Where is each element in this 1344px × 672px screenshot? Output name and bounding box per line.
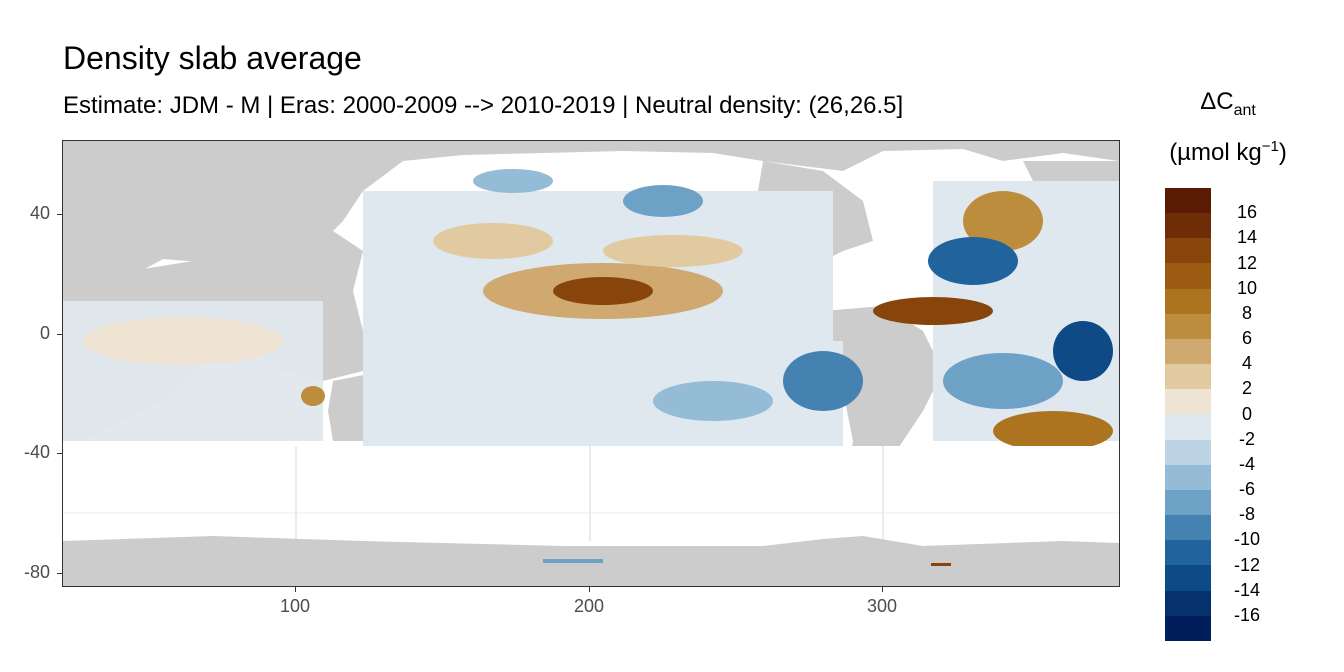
legend-unit-exponent: −1	[1261, 138, 1279, 155]
colorbar-segment	[1165, 213, 1211, 239]
colorbar-label: -16	[1233, 604, 1260, 625]
colorbar-segment	[1165, 288, 1211, 314]
colorbar-segment	[1165, 515, 1211, 541]
x-tick-300: 300	[866, 596, 898, 616]
colorbar-segment	[1165, 464, 1211, 490]
colorbar-segment	[1165, 439, 1211, 465]
legend-unit-close: )	[1278, 139, 1287, 166]
colorbar-label: 4	[1241, 353, 1252, 374]
legend-title-symbol: ΔC	[1200, 88, 1234, 115]
plot-subtitle: Estimate: JDM - M | Eras: 2000-2009 --> …	[63, 92, 904, 119]
colorbar-segment	[1165, 338, 1211, 365]
colorbar-label: -12	[1233, 554, 1260, 575]
colorbar-segment	[1165, 590, 1211, 616]
colorbar-label: -14	[1233, 579, 1260, 600]
colorbar-segment	[1165, 389, 1211, 415]
colorbar-label: 6	[1241, 328, 1252, 348]
map-panel	[62, 140, 1120, 587]
colorbar-label: -2	[1238, 428, 1255, 449]
colorbar-segment	[1165, 565, 1211, 591]
x-tick-100: 100	[279, 596, 311, 616]
legend-title-subscript: ant	[1233, 101, 1256, 119]
y-tick-40: 40	[29, 203, 50, 223]
colorbar-label: 16	[1236, 202, 1258, 223]
colorbar-segment	[1165, 364, 1211, 390]
legend-title-unit: (µmol kg−1)	[1168, 138, 1288, 167]
colorbar-segment	[1165, 188, 1211, 214]
legend-title-variable: ΔCant	[1168, 88, 1288, 120]
colorbar-label: 14	[1236, 227, 1258, 248]
colorbar-label: 12	[1236, 252, 1258, 273]
colorbar-label: -4	[1238, 453, 1255, 474]
colorbar-segment	[1165, 238, 1211, 264]
colorbar-segment	[1165, 615, 1211, 641]
colorbar-segment	[1165, 313, 1211, 339]
colorbar	[1165, 188, 1211, 641]
colorbar-label: 8	[1241, 302, 1252, 323]
x-tick-200: 200	[573, 596, 605, 616]
colorbar-segment	[1165, 263, 1211, 289]
land-north	[63, 141, 1119, 301]
colorbar-label: -8	[1238, 504, 1255, 525]
legend-unit-text: (µmol kg	[1169, 139, 1262, 166]
colorbar-label: 10	[1236, 277, 1258, 298]
colorbar-label: -6	[1238, 479, 1255, 499]
y-tick-minus-80: -80	[23, 562, 50, 582]
colorbar-segment	[1165, 489, 1211, 516]
colorbar-label: 0	[1241, 403, 1252, 424]
colorbar-label: -10	[1233, 529, 1260, 550]
map-svg	[63, 141, 1119, 586]
colorbar-segment	[1165, 540, 1211, 566]
plot-title: Density slab average	[63, 40, 362, 76]
colorbar-segment	[1165, 414, 1211, 440]
colorbar-label: 2	[1241, 378, 1252, 399]
y-tick-minus-40: -40	[23, 442, 50, 462]
y-tick-0: 0	[39, 323, 50, 343]
